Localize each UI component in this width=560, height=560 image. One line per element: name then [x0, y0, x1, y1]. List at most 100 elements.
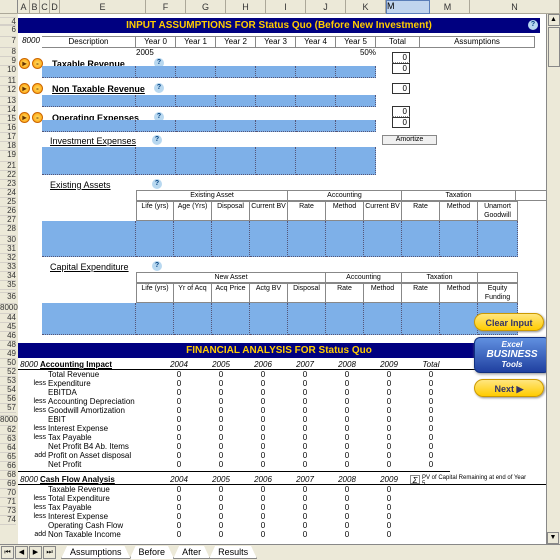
- expand-icon[interactable]: ▸: [19, 112, 30, 123]
- col-header[interactable]: M: [426, 0, 470, 13]
- col-header[interactable]: I: [266, 0, 306, 13]
- fin-value: 0: [200, 370, 242, 379]
- excel-business-tools-button[interactable]: Excel BUSINESS Tools: [474, 337, 550, 373]
- total-cell[interactable]: 0: [392, 83, 410, 94]
- col-header[interactable]: G: [186, 0, 226, 13]
- fin-value: 0: [158, 406, 200, 415]
- input-title-text: INPUT ASSUMPTIONS FOR Status Quo (Before…: [126, 20, 432, 31]
- asset-col: Rate: [402, 283, 440, 303]
- scroll-thumb[interactable]: [548, 27, 560, 67]
- fin-data-row: addNon Taxable Income000000: [18, 530, 560, 539]
- fin-prefix: less: [18, 494, 48, 503]
- col-header[interactable]: K: [346, 0, 386, 13]
- hdr-year: Year 1: [176, 36, 216, 48]
- sheet-tab[interactable]: After: [173, 546, 210, 559]
- scroll-up-icon[interactable]: ▲: [548, 14, 560, 26]
- col-header[interactable]: D: [50, 0, 60, 13]
- col-header[interactable]: F: [146, 0, 186, 13]
- fin-value: 0: [284, 503, 326, 512]
- input-cells-row[interactable]: [42, 66, 560, 78]
- fin-value: 0: [284, 539, 326, 540]
- row-header[interactable]: 74: [0, 516, 16, 525]
- help-icon[interactable]: ?: [154, 83, 164, 93]
- fin-value: 0: [200, 388, 242, 397]
- scroll-down-icon[interactable]: ▼: [547, 532, 559, 544]
- fin-year: 2004: [158, 475, 200, 484]
- fin-value: 0: [200, 397, 242, 406]
- fin-value: 0: [368, 530, 410, 539]
- sheet-tab[interactable]: Before: [130, 546, 175, 559]
- col-header[interactable]: H: [226, 0, 266, 13]
- worksheet-area[interactable]: INPUT ASSUMPTIONS FOR Status Quo (Before…: [18, 14, 560, 540]
- col-header[interactable]: E: [60, 0, 146, 13]
- fin-value: 0: [326, 442, 368, 451]
- fin-value: 0: [368, 433, 410, 442]
- fin-row-label: Net Profit: [48, 460, 158, 469]
- tab-nav-last-icon[interactable]: ⏭: [43, 546, 56, 559]
- help-icon[interactable]: ?: [152, 135, 162, 145]
- fin-value: 0: [200, 539, 242, 540]
- help-icon[interactable]: ?: [528, 20, 538, 30]
- col-header[interactable]: B: [30, 0, 40, 13]
- clear-input-button[interactable]: Clear Input: [474, 313, 544, 331]
- row-header[interactable]: 57: [0, 404, 16, 413]
- col-header[interactable]: N: [470, 0, 560, 13]
- total-cell[interactable]: 0: [392, 106, 410, 117]
- fin-row-label: Accounting Depreciation: [48, 397, 158, 406]
- fin-value: 0: [200, 494, 242, 503]
- fin-value: 0: [158, 442, 200, 451]
- hdr-num: 8000: [20, 36, 42, 48]
- tab-nav-next-icon[interactable]: ▶: [29, 546, 42, 559]
- btn-line: Tools: [475, 360, 549, 369]
- fin-total-col: Σ: [410, 475, 420, 484]
- fin-data-row: addProfit on Asset disposal0000000: [18, 451, 560, 460]
- tab-nav-first-icon[interactable]: ⏮: [1, 546, 14, 559]
- fin-value: 0: [326, 370, 368, 379]
- sheet-tab[interactable]: Assumptions: [61, 546, 131, 559]
- fin-value: 0: [158, 512, 200, 521]
- fin-row-label: EBITDA: [48, 388, 158, 397]
- total-cell[interactable]: 0: [392, 52, 410, 63]
- input-cells-row[interactable]: [42, 147, 560, 175]
- row-header[interactable]: 4: [0, 18, 16, 25]
- sheet-tab[interactable]: Results: [209, 546, 257, 559]
- input-cells-row[interactable]: [42, 120, 560, 132]
- next-button[interactable]: Next ▶: [474, 379, 544, 397]
- fin-value: 0: [368, 521, 410, 530]
- fin-value: 0: [410, 424, 452, 433]
- col-header[interactable]: A: [18, 0, 30, 13]
- collapse-icon[interactable]: -: [32, 83, 43, 94]
- input-cells-row[interactable]: [42, 95, 560, 107]
- fin-data-row: Net Profit0000000: [18, 460, 560, 469]
- fin-value: 0: [368, 388, 410, 397]
- fin-value: 0: [326, 539, 368, 540]
- side-buttons: Clear Input Excel BUSINESS Tools Next ▶: [474, 313, 554, 397]
- fin-value: 0: [158, 494, 200, 503]
- fin-value: 0: [242, 442, 284, 451]
- fin-year: 2008: [326, 360, 368, 369]
- fin-value: 0: [326, 433, 368, 442]
- total-cell[interactable]: 0: [392, 117, 410, 128]
- row-header[interactable]: 35: [0, 281, 16, 290]
- expand-icon[interactable]: ▸: [19, 58, 30, 69]
- vertical-scrollbar[interactable]: ▲ ▼: [546, 14, 560, 544]
- asset-col: Method: [440, 283, 478, 303]
- fin-data-row: lessInterest Expense0000000: [18, 424, 560, 433]
- total-cell[interactable]: 0: [392, 63, 410, 74]
- asset-col-header: Life (yrs)Age (Yrs)DisposalCurrent BVRat…: [136, 201, 560, 221]
- sheet-tab-bar: ⏮ ◀ ▶ ⏭ Assumptions Before After Results: [0, 544, 560, 560]
- fin-prefix: [18, 388, 48, 397]
- help-icon[interactable]: ?: [152, 179, 162, 189]
- fin-value: 0: [158, 485, 200, 494]
- col-header[interactable]: C: [40, 0, 50, 13]
- input-cells-row[interactable]: [42, 221, 560, 257]
- fin-value: 0: [326, 424, 368, 433]
- fin-row-label: Interest Expense: [48, 424, 158, 433]
- expand-icon[interactable]: ▸: [19, 83, 30, 94]
- tab-nav-prev-icon[interactable]: ◀: [15, 546, 28, 559]
- select-all-corner[interactable]: [0, 0, 18, 13]
- help-icon[interactable]: ?: [152, 261, 162, 271]
- col-header[interactable]: J: [306, 0, 346, 13]
- fin-value: 0: [200, 379, 242, 388]
- amortize-dropdown[interactable]: Amortize: [382, 135, 437, 145]
